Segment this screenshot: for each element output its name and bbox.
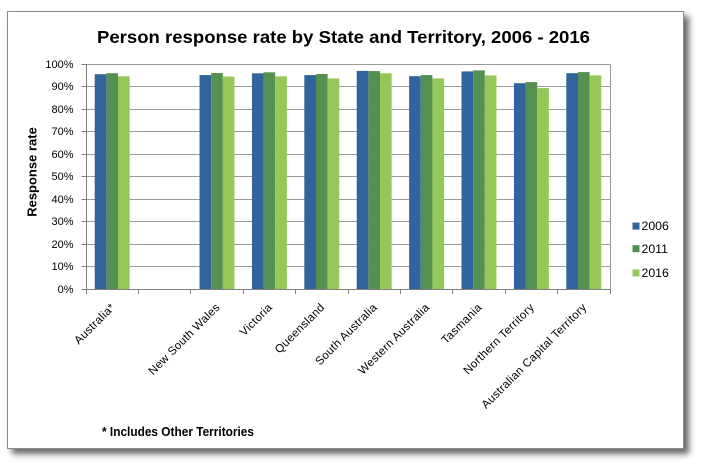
- svg-text:30%: 30%: [51, 216, 73, 228]
- svg-text:2016: 2016: [642, 266, 670, 280]
- svg-text:70%: 70%: [51, 126, 73, 138]
- svg-text:40%: 40%: [51, 194, 73, 206]
- svg-text:* Includes Other Territories: * Includes Other Territories: [102, 425, 254, 439]
- svg-text:2006: 2006: [642, 219, 670, 233]
- svg-text:Person response rate by State: Person response rate by State and Territ…: [97, 27, 590, 47]
- svg-text:60%: 60%: [51, 149, 73, 161]
- svg-text:50%: 50%: [51, 171, 73, 183]
- svg-text:0%: 0%: [58, 284, 74, 296]
- svg-text:80%: 80%: [51, 104, 73, 116]
- svg-text:90%: 90%: [51, 81, 73, 93]
- svg-text:2011: 2011: [642, 242, 669, 256]
- svg-text:20%: 20%: [51, 239, 73, 251]
- svg-text:Response rate: Response rate: [25, 127, 40, 217]
- svg-text:100%: 100%: [45, 59, 73, 71]
- svg-text:10%: 10%: [51, 261, 73, 273]
